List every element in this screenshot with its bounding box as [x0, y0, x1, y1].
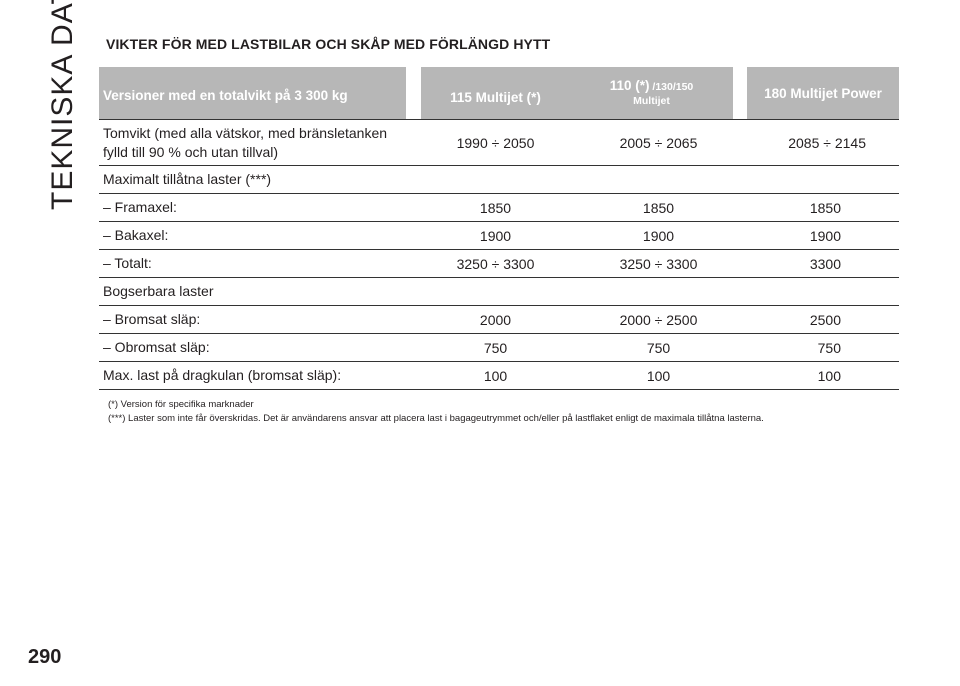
row-label: – Obromsat släp:	[103, 339, 210, 356]
row-label: – Bakaxel:	[103, 227, 169, 244]
table-row: Maximalt tillåtna laster (***)	[99, 166, 899, 194]
row-value-180: 1900	[809, 227, 841, 244]
section-title: VIKTER FÖR MED LASTBILAR OCH SKÅP MED FÖ…	[106, 36, 551, 52]
row-value-180: 3300	[809, 255, 841, 272]
header-110-line1: 110 (*) /130/150	[610, 78, 694, 95]
header-115-multijet: 115 Multijet (*)	[421, 67, 570, 119]
table-row: – Totalt: 3250 ÷ 3300 3250 ÷ 3300 3300	[99, 250, 899, 278]
row-value-110: 2005 ÷ 2065	[619, 134, 698, 151]
weights-table: Versioner med en totalvikt på 3 300 kg 1…	[99, 67, 899, 390]
row-value-110: 2000 ÷ 2500	[619, 311, 698, 328]
row-label: Bogserbara laster	[103, 283, 214, 300]
header-180-multijet-power: 180 Multijet Power	[747, 67, 899, 119]
header-110-main: 110 (*)	[609, 78, 650, 93]
row-value-110: 1850	[642, 199, 675, 216]
header-110-line2: Multijet	[633, 94, 670, 107]
row-value-110: 100	[646, 367, 671, 384]
row-label: Maximalt tillåtna laster (***)	[103, 171, 272, 188]
row-label-line1: Tomvikt (med alla vätskor, med bränsleta…	[103, 125, 388, 142]
page-number: 290	[28, 646, 62, 668]
row-value-180: 2500	[809, 311, 841, 328]
row-label: Tomvikt (med alla vätskor, med bränsleta…	[99, 120, 419, 165]
side-section-title-text: TEKNISKA DATA	[46, 0, 79, 210]
row-value-180: 100	[817, 367, 841, 384]
header-110-130-150-multijet: 110 (*) /130/150 Multijet	[570, 67, 733, 119]
table-row: Tomvikt (med alla vätskor, med bränsleta…	[99, 120, 899, 166]
row-value-115: 750	[483, 339, 508, 356]
row-value-110: 3250 ÷ 3300	[619, 255, 698, 272]
row-label: – Framaxel:	[103, 199, 177, 216]
row-label: Max. last på dragkulan (bromsat släp):	[103, 367, 342, 384]
footnotes: (*) Version för specifika marknader (***…	[108, 398, 908, 426]
row-value-115: 2000	[479, 311, 512, 328]
header-versions: Versioner med en totalvikt på 3 300 kg	[99, 67, 406, 119]
row-value-110: 750	[646, 339, 671, 356]
row-value-115: 1990 ÷ 2050	[456, 134, 535, 151]
table-row: – Obromsat släp: 750 750 750	[99, 334, 899, 362]
table-row: – Bakaxel: 1900 1900 1900	[99, 222, 899, 250]
row-value-180: 2085 ÷ 2145	[788, 134, 866, 151]
row-label: – Bromsat släp:	[103, 311, 201, 328]
row-value-110: 1900	[642, 227, 675, 244]
row-value-115: 1900	[479, 227, 512, 244]
row-value-115: 3250 ÷ 3300	[456, 255, 535, 272]
row-value-115: 100	[483, 367, 508, 384]
footnote-2: (***) Laster som inte får överskridas. D…	[108, 413, 764, 424]
row-value-180: 1850	[809, 199, 841, 216]
table-row: Bogserbara laster	[99, 278, 899, 306]
table-row: Max. last på dragkulan (bromsat släp): 1…	[99, 362, 899, 390]
table-row: – Bromsat släp: 2000 2000 ÷ 2500 2500	[99, 306, 899, 334]
table-header: Versioner med en totalvikt på 3 300 kg 1…	[99, 67, 899, 120]
row-label-line2: fylld till 90 % och utan tillval)	[103, 143, 279, 160]
row-value-115: 1850	[479, 199, 512, 216]
footnote-1: (*) Version för specifika marknader	[108, 399, 254, 410]
header-110-small: /130/150	[649, 81, 694, 93]
row-label: – Totalt:	[103, 255, 152, 272]
row-value-180: 750	[817, 339, 841, 356]
table-row: – Framaxel: 1850 1850 1850	[99, 194, 899, 222]
